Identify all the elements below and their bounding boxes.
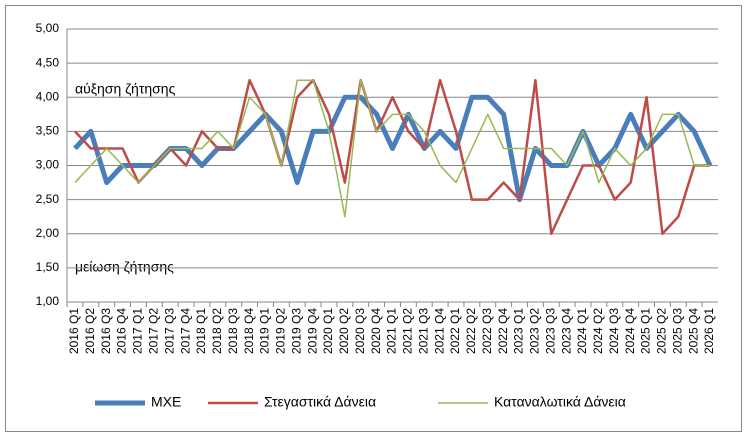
x-tick-label: 2024 Q3	[607, 308, 621, 354]
legend-label: ΜΧΕ	[151, 394, 181, 410]
y-tick-label: 4,00	[36, 89, 60, 103]
y-tick-label: 1,50	[36, 260, 60, 274]
x-tick-label: 2023 Q3	[543, 308, 557, 354]
x-tick-label: 2021 Q3	[416, 308, 430, 354]
x-tick-label: 2023 Q1	[512, 308, 526, 354]
y-tick-label: 2,50	[36, 192, 60, 206]
annotation: μείωση ζήτησης	[75, 259, 174, 275]
x-tick-label: 2018 Q4	[242, 308, 256, 354]
series-line	[74, 78, 711, 235]
x-tick-label: 2016 Q1	[67, 308, 81, 354]
x-tick-label: 2025 Q1	[639, 308, 653, 354]
x-tick-label: 2016 Q2	[83, 308, 97, 354]
legend-label: Στεγαστικά Δάνεια	[264, 394, 376, 410]
y-tick-label: 2,00	[36, 226, 60, 240]
x-tick-label: 2017 Q1	[131, 308, 145, 354]
x-tick-label: 2017 Q2	[147, 308, 161, 354]
x-tick-label: 2023 Q4	[559, 308, 573, 354]
x-tick-label: 2018 Q3	[226, 308, 240, 354]
x-tick-label: 2021 Q2	[401, 308, 415, 354]
chart-border	[5, 5, 742, 432]
x-tick-label: 2021 Q1	[385, 308, 399, 354]
y-tick-label: 5,00	[36, 21, 60, 35]
x-tick-label: 2017 Q3	[162, 308, 176, 354]
x-tick-label: 2018 Q1	[194, 308, 208, 354]
x-tick-label: 2024 Q4	[623, 308, 637, 354]
x-tick-label: 2016 Q3	[99, 308, 113, 354]
y-tick-label: 4,50	[36, 55, 60, 69]
x-tick-label: 2021 Q4	[432, 308, 446, 354]
x-tick-label: 2022 Q2	[464, 308, 478, 354]
x-tick-label: 2024 Q2	[591, 308, 605, 354]
x-tick-label: 2022 Q4	[496, 308, 510, 354]
x-tick-label: 2024 Q1	[575, 308, 589, 354]
annotation: αύξηση ζήτησης	[75, 81, 176, 97]
x-tick-label: 2020 Q2	[337, 308, 351, 354]
x-tick-label: 2023 Q2	[528, 308, 542, 354]
x-tick-label: 2017 Q4	[178, 308, 192, 354]
series-line	[74, 79, 711, 218]
x-tick-label: 2016 Q4	[115, 308, 129, 354]
x-tick-label: 2018 Q2	[210, 308, 224, 354]
y-tick-label: 3,50	[36, 124, 60, 138]
x-tick-label: 2019 Q1	[258, 308, 272, 354]
x-tick-label: 2019 Q3	[289, 308, 303, 354]
x-tick-label: 2022 Q1	[448, 308, 462, 354]
x-tick-label: 2025 Q2	[655, 308, 669, 354]
x-tick-label: 2025 Q4	[686, 308, 700, 354]
x-tick-label: 2022 Q3	[480, 308, 494, 354]
x-tick-label: 2019 Q2	[274, 308, 288, 354]
x-tick-label: 2020 Q1	[321, 308, 335, 354]
x-tick-label: 2020 Q4	[369, 308, 383, 354]
legend-label: Καταναλωτικά Δάνεια	[494, 394, 626, 410]
x-tick-label: 2025 Q3	[670, 308, 684, 354]
x-tick-label: 2020 Q3	[353, 308, 367, 354]
y-tick-label: 3,00	[36, 158, 60, 172]
y-tick-label: 1,00	[36, 294, 60, 308]
x-tick-label: 2026 Q1	[702, 308, 716, 354]
x-tick-label: 2019 Q4	[305, 308, 319, 354]
